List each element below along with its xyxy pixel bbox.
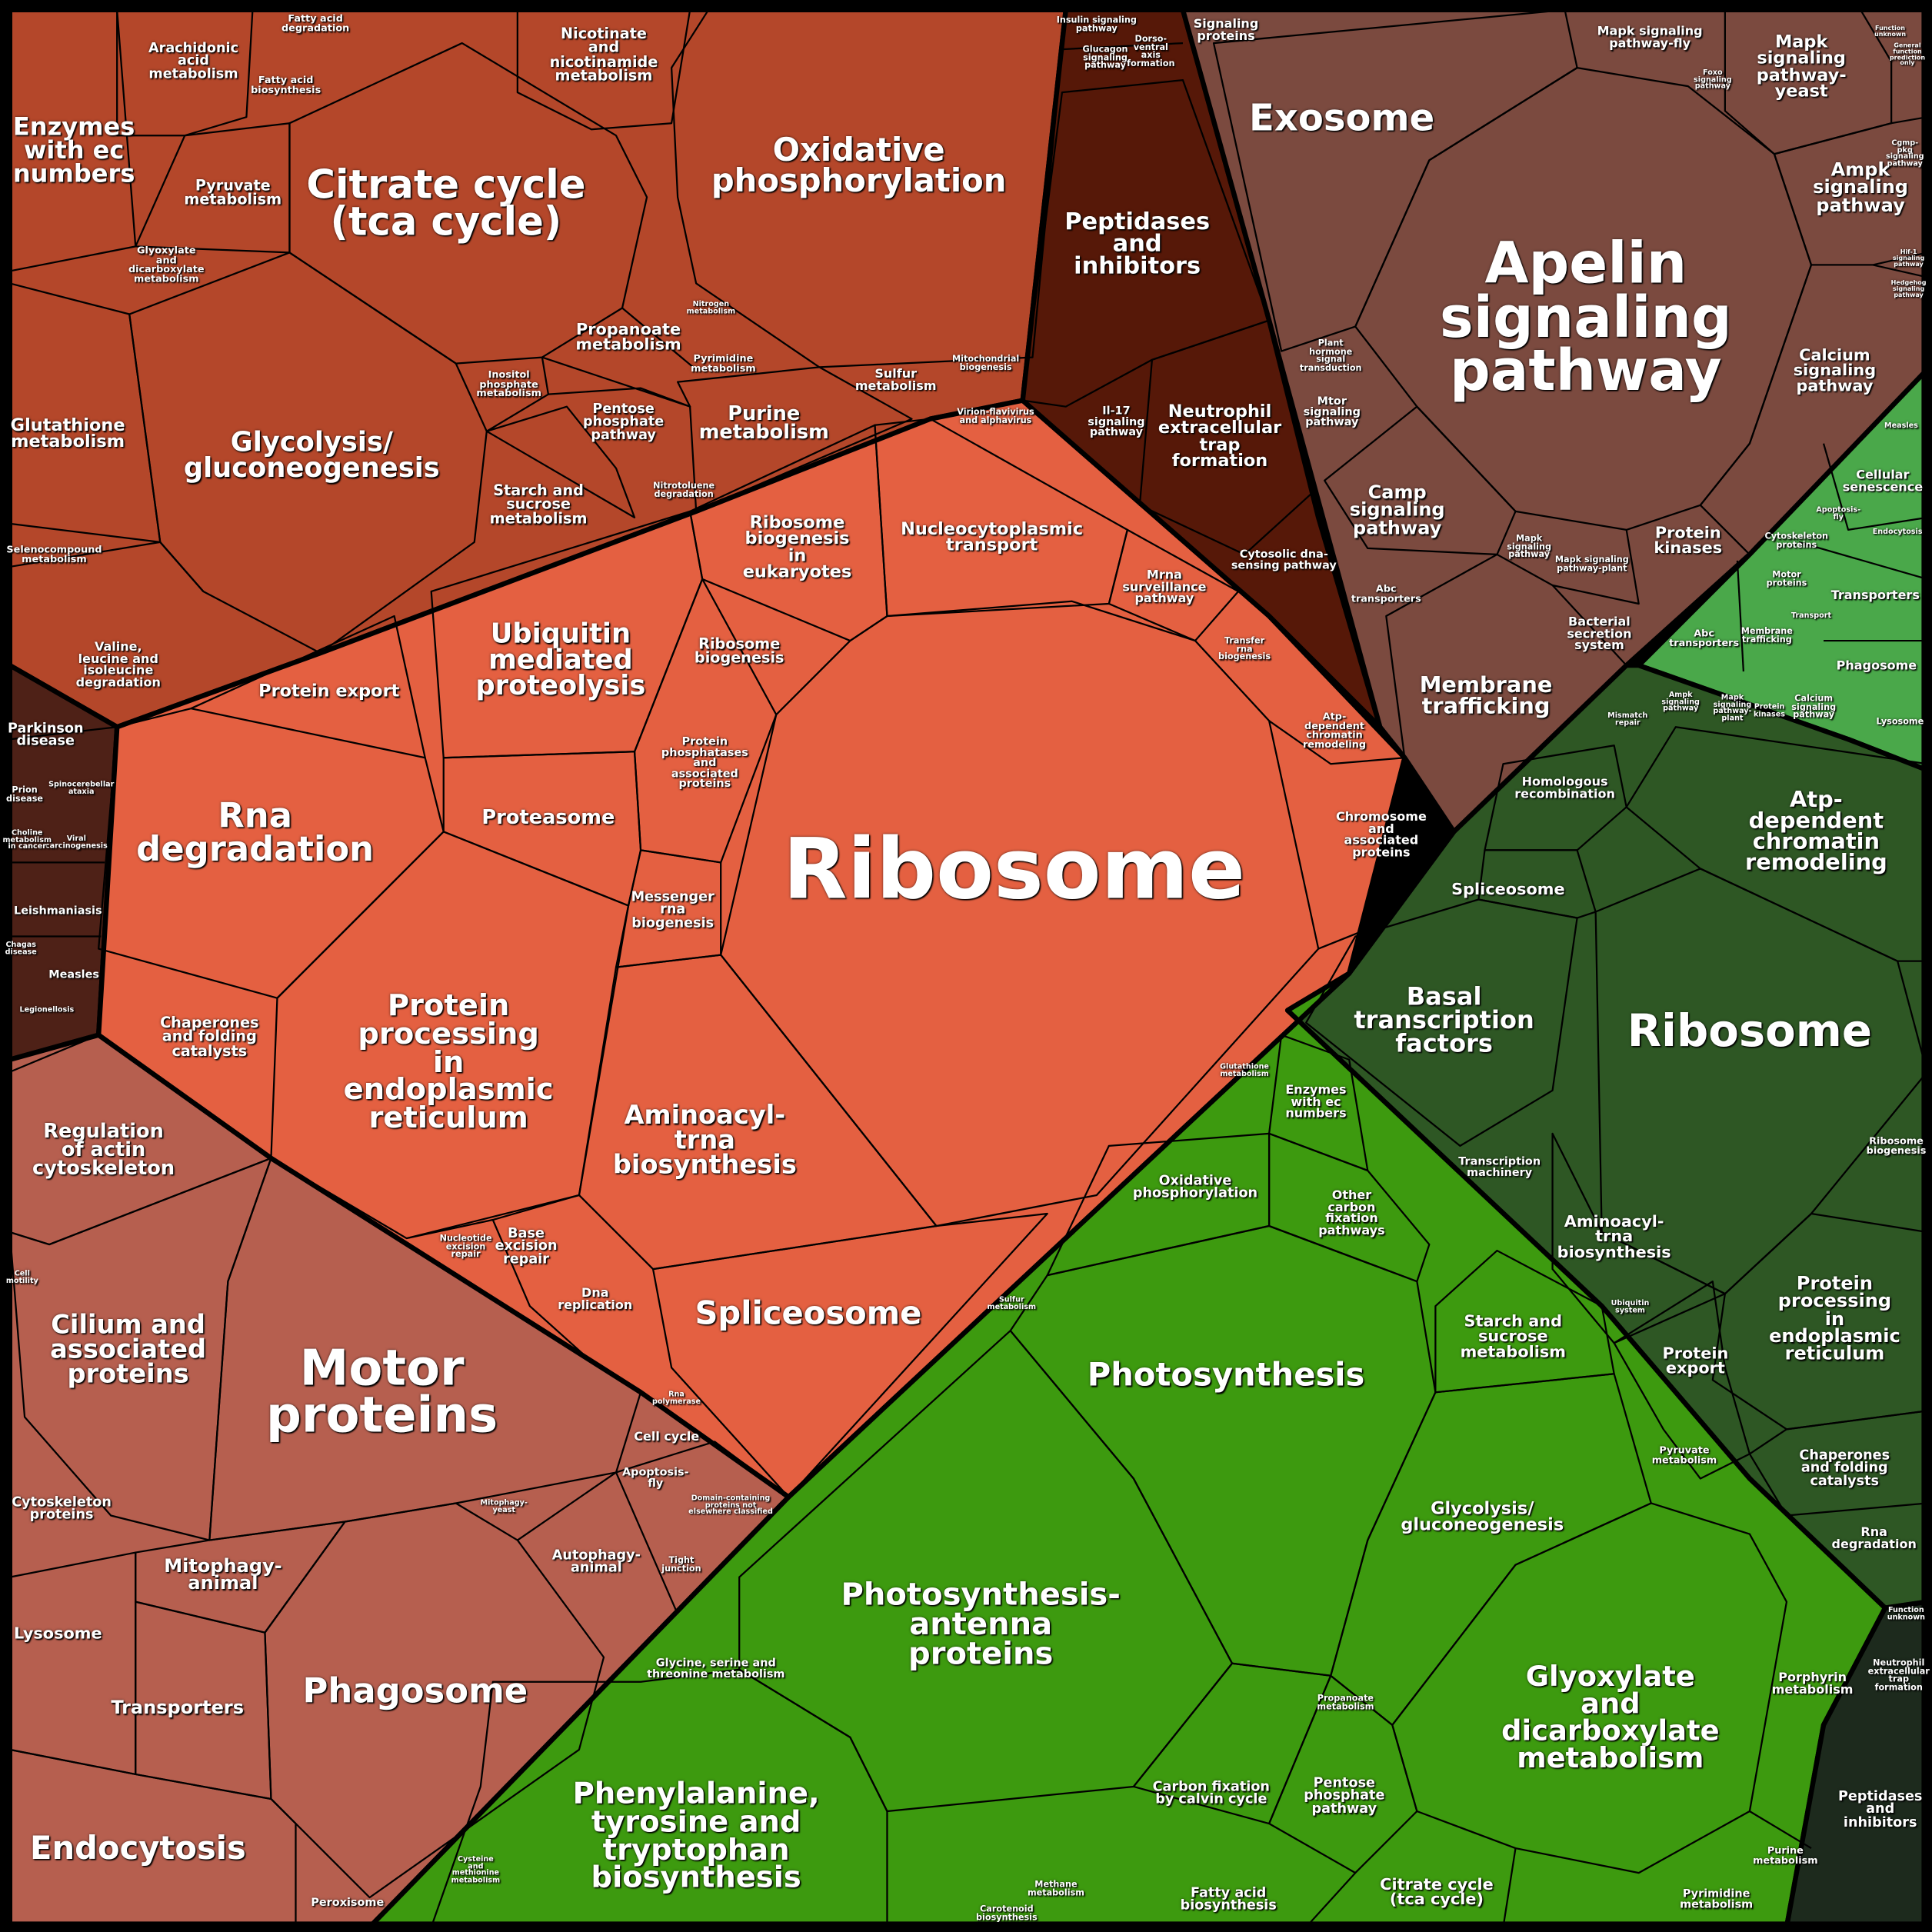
cell-border (1324, 405, 1517, 556)
cell-border (1434, 1249, 1615, 1394)
cell-border (485, 405, 636, 518)
cell-border (1268, 720, 1405, 765)
cell-border (1502, 1847, 1517, 1927)
cell-border (1477, 849, 1597, 919)
cell-border (1138, 319, 1314, 556)
cell-border (135, 122, 291, 254)
cell-border (491, 1219, 592, 1363)
cell-border (430, 1668, 888, 1928)
cell-border (1736, 560, 1745, 672)
cell-border (9, 726, 118, 741)
cell-border (1699, 264, 1928, 556)
cell-border (190, 615, 426, 758)
cell-border (615, 1441, 789, 1498)
cell-border (9, 541, 205, 592)
cell-border (406, 1194, 580, 1240)
cell-border (517, 1471, 679, 1615)
cell-border (486, 393, 549, 432)
cell-border (1108, 528, 1240, 642)
cell-border (633, 578, 778, 864)
cell-border (1317, 923, 1381, 950)
cell-border (1484, 744, 1627, 851)
cell-border (1267, 1674, 1418, 1874)
cell-border (677, 366, 913, 512)
cell-border (1749, 1810, 1812, 1850)
cell-border (1552, 529, 1640, 605)
cell-border (1267, 1132, 1431, 1283)
cell-border (541, 356, 691, 408)
cell-border (1305, 1872, 1357, 1928)
cell-border (651, 1212, 1048, 1498)
cell-border (1385, 553, 1627, 833)
cell-border (689, 424, 888, 642)
cell-border (621, 307, 697, 371)
cell-border (1061, 42, 1184, 51)
cell-border (1798, 541, 1927, 581)
cell-border (1822, 443, 1927, 531)
cell-border (1551, 1132, 1726, 1344)
